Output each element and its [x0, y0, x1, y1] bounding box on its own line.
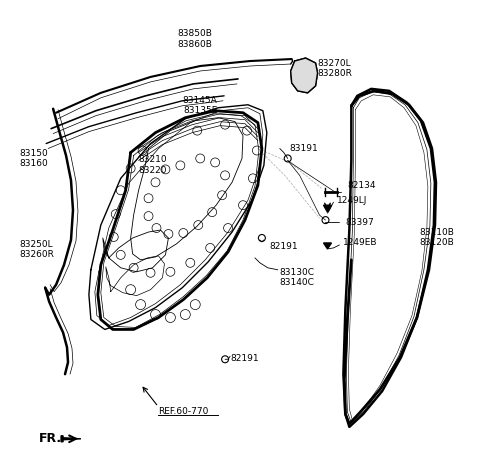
- Text: 1249EB: 1249EB: [343, 238, 378, 247]
- Text: 83850B
83860B: 83850B 83860B: [178, 29, 213, 49]
- Text: 82191: 82191: [270, 242, 299, 251]
- Polygon shape: [324, 205, 332, 212]
- Text: FR.: FR.: [39, 432, 62, 445]
- Text: 83191: 83191: [290, 144, 318, 153]
- Text: 83130C
83140C: 83130C 83140C: [280, 268, 315, 287]
- Text: 83110B
83120B: 83110B 83120B: [419, 228, 454, 247]
- Text: 83145A
83135E: 83145A 83135E: [183, 96, 217, 115]
- Text: 83150
83160: 83150 83160: [19, 148, 48, 168]
- Polygon shape: [291, 58, 318, 93]
- Text: 83270L
83280R: 83270L 83280R: [318, 59, 352, 79]
- Text: 82191: 82191: [230, 354, 259, 363]
- Polygon shape: [61, 436, 81, 442]
- Text: REF.60-770: REF.60-770: [158, 407, 209, 416]
- Text: 82134: 82134: [348, 181, 376, 190]
- Text: 83397: 83397: [346, 218, 374, 227]
- Text: 83250L
83260R: 83250L 83260R: [19, 240, 54, 260]
- Polygon shape: [324, 243, 332, 249]
- Text: 83210
83220: 83210 83220: [139, 155, 167, 175]
- Text: 1249LJ: 1249LJ: [337, 196, 368, 205]
